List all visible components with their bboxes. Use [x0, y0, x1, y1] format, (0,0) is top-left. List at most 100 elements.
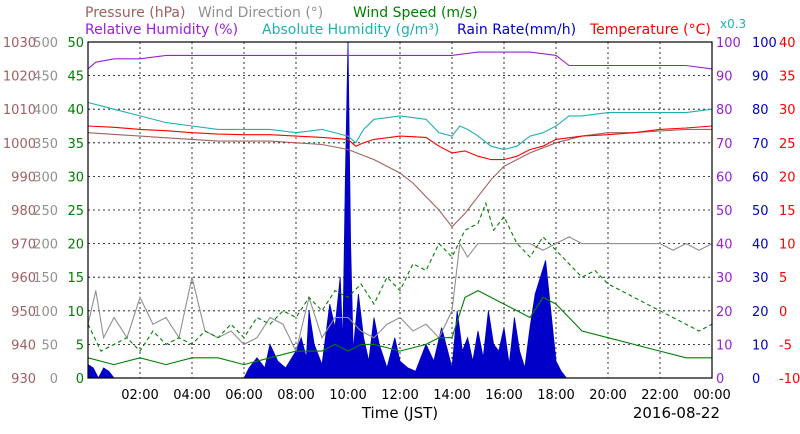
rain-rate-tick-label: 60 — [752, 170, 769, 185]
x-tick-label: 16:00 — [485, 388, 522, 403]
wind-speed-tick-label: 30 — [67, 170, 84, 185]
temperature-tick-label: 40 — [779, 36, 796, 51]
temperature-c-line — [87, 125, 713, 161]
humidity-tick-label: 50 — [716, 204, 733, 219]
temperature-tick-label: 10 — [779, 238, 796, 253]
x-tick-label: 22:00 — [641, 388, 678, 403]
wind-direction-tick-label: 500 — [33, 36, 58, 51]
x-tick-label: 14:00 — [433, 388, 470, 403]
x-tick-label: 08:00 — [277, 388, 314, 403]
temperature-tick-label: -5 — [779, 338, 792, 353]
pressure-tick-label: 1030 — [3, 36, 36, 51]
x-tick-label: 18:00 — [537, 388, 574, 403]
date-label: 2016-08-22 — [633, 404, 720, 422]
humidity-tick-label: 40 — [716, 238, 733, 253]
humidity-tick-label: 80 — [716, 103, 733, 118]
wind-speed-tick-label: 15 — [67, 271, 84, 286]
wind-direction-tick-label: 450 — [33, 70, 58, 85]
legend-relative-humidity: Relative Humidity (%) — [85, 22, 238, 38]
pressure-tick-label: 930 — [11, 372, 36, 387]
rain-rate-mm-h-area — [87, 41, 712, 379]
pressure-tick-label: 1010 — [3, 103, 36, 118]
legend-wind-direction: Wind Direction (°) — [198, 5, 323, 21]
legend-absolute-humidity: Absolute Humidity (g/m³) — [262, 22, 439, 38]
x-axis-label: Time (JST) — [361, 404, 438, 422]
legend-pressure: Pressure (hPa) — [85, 5, 185, 21]
pressure-hpa-line — [87, 128, 712, 228]
x-tick-label: 04:00 — [173, 388, 210, 403]
rain-rate-tick-label: 50 — [752, 204, 769, 219]
rain-rate-area — [87, 41, 712, 379]
wind-speed-tick-label: 45 — [67, 70, 84, 85]
rain-rate-tick-label: 90 — [752, 70, 769, 85]
wind-speed-tick-label: 40 — [67, 103, 84, 118]
wind-speed-tick-label: 35 — [67, 137, 84, 152]
wind-speed-tick-label: 5 — [76, 338, 84, 353]
wind-direction-tick-label: 350 — [33, 137, 58, 152]
rain-rate-tick-label: 70 — [752, 137, 769, 152]
x-tick-label: 12:00 — [381, 388, 418, 403]
x-tick-label: 00:00 — [693, 388, 730, 403]
wind-direction-tick-label: 150 — [33, 271, 58, 286]
wind-gust-m-s-line — [87, 201, 713, 352]
humidity-tick-label: 10 — [716, 338, 733, 353]
pressure-tick-label: 1020 — [3, 70, 36, 85]
wind-speed-tick-label: 50 — [67, 36, 84, 51]
legend-rain-rate: Rain Rate(mm/h) — [457, 22, 576, 38]
temperature-tick-label: 20 — [779, 170, 796, 185]
rain-rate-tick-label: 10 — [752, 338, 769, 353]
series-lines — [87, 51, 713, 366]
relative-humidity-line — [87, 51, 713, 70]
rain-rate-tick-label: 80 — [752, 103, 769, 118]
pressure-tick-label: 970 — [11, 238, 36, 253]
temperature-tick-label: 35 — [779, 70, 796, 85]
humidity-tick-label: 0 — [716, 372, 724, 387]
pressure-tick-label: 960 — [11, 271, 36, 286]
temperature-tick-label: 25 — [779, 137, 796, 152]
wind-speed-tick-label: 25 — [67, 204, 84, 219]
temperature-tick-label: 30 — [779, 103, 796, 118]
rain-rate-tick-label: 30 — [752, 271, 769, 286]
humidity-tick-label: 60 — [716, 170, 733, 185]
wind-direction-tick-label: 100 — [33, 305, 58, 320]
temperature-tick-label: 5 — [779, 271, 787, 286]
x-tick-label: 20:00 — [589, 388, 626, 403]
temperature-tick-label: 15 — [779, 204, 796, 219]
temperature-tick-label: 0 — [779, 305, 787, 320]
wind-direction-tick-label: 300 — [33, 170, 58, 185]
humidity-tick-label: 90 — [716, 70, 733, 85]
legend: Pressure (hPa) Wind Direction (°) Wind S… — [85, 5, 746, 38]
wind-direction-line — [87, 236, 713, 353]
humidity-tick-label: 100 — [716, 36, 741, 51]
wind-speed-tick-label: 20 — [67, 238, 84, 253]
rain-rate-tick-label: 100 — [752, 36, 777, 51]
rain-rate-tick-label: 40 — [752, 238, 769, 253]
x-tick-label: 06:00 — [225, 388, 262, 403]
humidity-tick-label: 30 — [716, 271, 733, 286]
wind-speed-m-s-line — [87, 289, 712, 366]
axes: 1030102010101000990980970960950940930500… — [3, 36, 800, 403]
wind-speed-tick-label: 10 — [67, 305, 84, 320]
pressure-tick-label: 980 — [11, 204, 36, 219]
absolute-humidity-g-m-line — [87, 101, 713, 151]
plot-frame — [87, 41, 713, 379]
humidity-tick-label: 20 — [716, 305, 733, 320]
wind-speed-tick-label: 0 — [76, 372, 84, 387]
x-tick-label: 02:00 — [121, 388, 158, 403]
rain-rate-tick-label: 20 — [752, 305, 769, 320]
pressure-tick-label: 940 — [11, 338, 36, 353]
wind-direction-tick-label: 0 — [50, 372, 58, 387]
wind-direction-tick-label: 400 — [33, 103, 58, 118]
temperature-tick-label: -10 — [779, 372, 800, 387]
wind-direction-tick-label: 200 — [33, 238, 58, 253]
wind-direction-tick-label: 250 — [33, 204, 58, 219]
legend-scale-note: x0.3 — [720, 17, 746, 31]
x-tick-label: 10:00 — [329, 388, 366, 403]
pressure-tick-label: 990 — [11, 170, 36, 185]
wind-direction-tick-label: 50 — [41, 338, 58, 353]
legend-wind-speed: Wind Speed (m/s) — [353, 5, 478, 21]
rain-rate-tick-label: 0 — [752, 372, 760, 387]
pressure-tick-label: 1000 — [3, 137, 36, 152]
pressure-tick-label: 950 — [11, 305, 36, 320]
